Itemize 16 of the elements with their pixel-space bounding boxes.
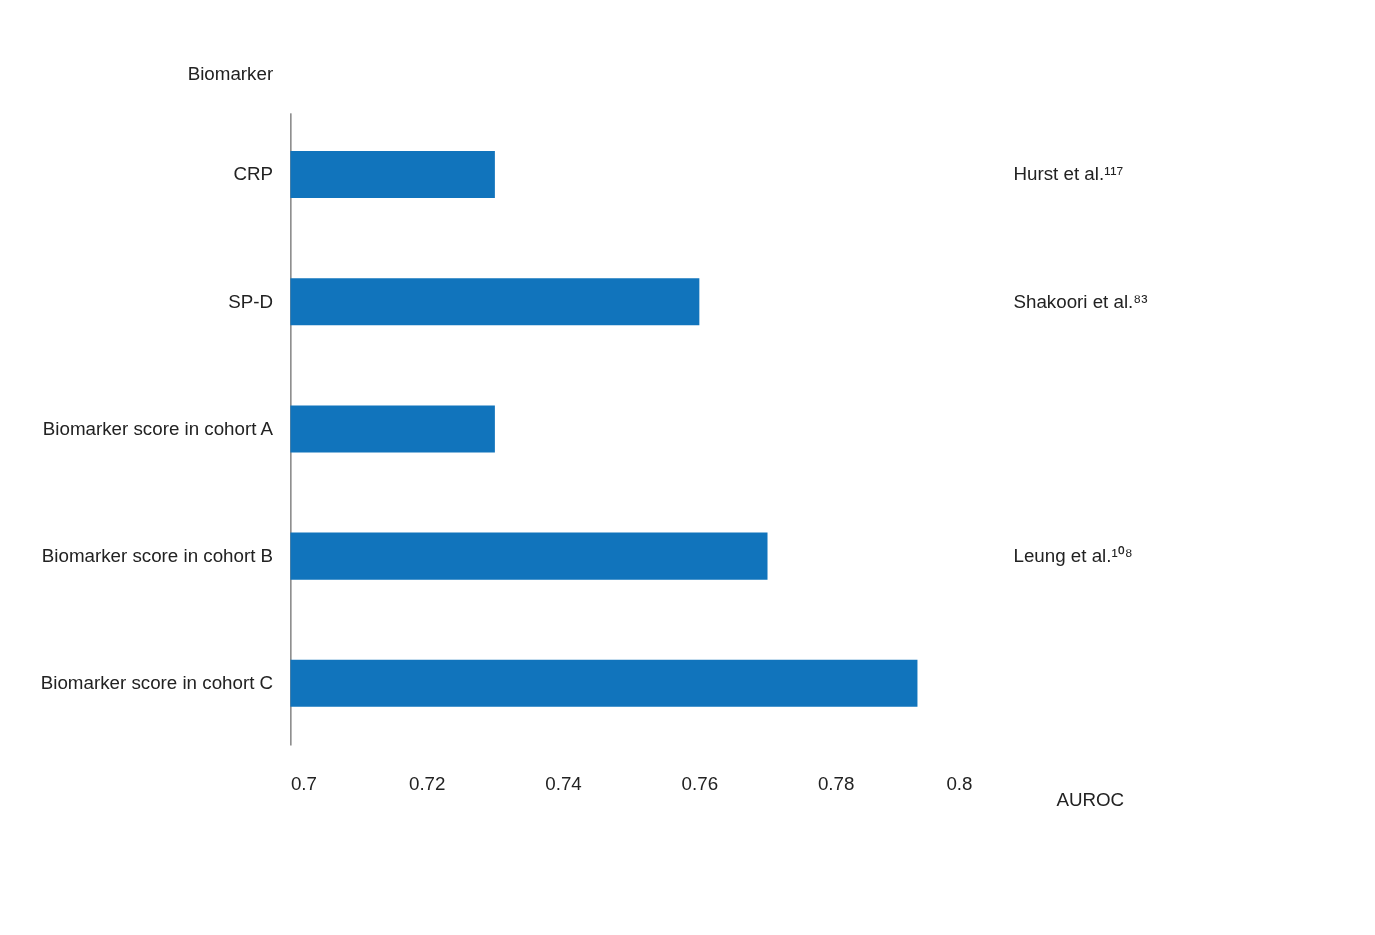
x-tick-label: 0.76 [681, 772, 719, 794]
text: Hurst et al.¹¹⁷ [1013, 163, 1124, 185]
y-tick-label: Biomarker score in cohort C [40, 672, 274, 694]
x-tick-label: 0.74 [545, 772, 582, 794]
text: Shakoori et al.⁸³ [1013, 290, 1148, 312]
y-tick-label: SP-D [228, 290, 274, 312]
x-axis-title: AUROC [1056, 788, 1125, 810]
x-tick-label: 0.72 [408, 772, 446, 794]
x-tick-label: 0.8 [946, 772, 973, 794]
y-tick-label: Biomarker score in cohort A [42, 417, 274, 439]
x-tick-label: 0.78 [817, 772, 855, 794]
text: Leung et al.¹⁰⁸ [1013, 545, 1133, 567]
y-axis-title: Biomarker [187, 62, 274, 84]
x-tick-label: 0.7 [290, 772, 317, 794]
y-tick-label: Biomarker score in cohort B [41, 545, 274, 567]
y-tick-label: CRP [233, 163, 274, 185]
